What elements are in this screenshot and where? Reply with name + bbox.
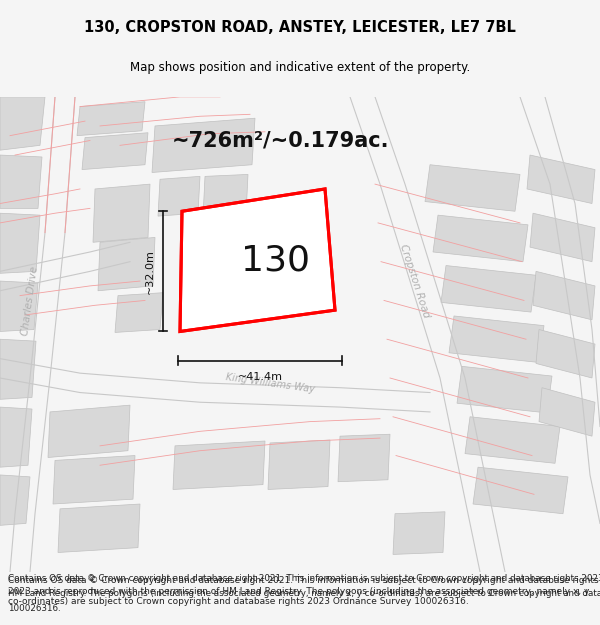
Text: Charles Drive: Charles Drive: [20, 265, 40, 336]
Polygon shape: [115, 292, 163, 332]
Polygon shape: [0, 475, 30, 526]
Text: Map shows position and indicative extent of the property.: Map shows position and indicative extent…: [130, 61, 470, 74]
Polygon shape: [180, 189, 335, 331]
Polygon shape: [393, 512, 445, 554]
Polygon shape: [158, 176, 200, 216]
Polygon shape: [268, 440, 330, 489]
Polygon shape: [82, 132, 148, 169]
Polygon shape: [473, 467, 568, 514]
Text: ~32.0m: ~32.0m: [145, 249, 155, 294]
Polygon shape: [203, 174, 248, 217]
Polygon shape: [338, 434, 390, 482]
Text: Contains OS data © Crown copyright and database right 2021. This information is : Contains OS data © Crown copyright and d…: [8, 574, 600, 582]
Polygon shape: [173, 441, 265, 489]
Polygon shape: [77, 102, 145, 136]
Text: 130, CROPSTON ROAD, ANSTEY, LEICESTER, LE7 7BL: 130, CROPSTON ROAD, ANSTEY, LEICESTER, L…: [84, 19, 516, 34]
Text: Cropston Road: Cropston Road: [398, 243, 431, 319]
Polygon shape: [449, 316, 544, 362]
Polygon shape: [48, 405, 130, 458]
Text: HM Land Registry. The polygons (including the associated geometry, namely x, y c: HM Land Registry. The polygons (includin…: [8, 589, 600, 598]
Text: King Williams Way: King Williams Way: [225, 372, 315, 394]
Polygon shape: [539, 388, 595, 436]
Polygon shape: [530, 213, 595, 262]
Polygon shape: [0, 407, 32, 467]
Text: 130: 130: [241, 244, 310, 278]
Polygon shape: [441, 266, 536, 312]
Text: ~726m²/~0.179ac.: ~726m²/~0.179ac.: [171, 131, 389, 151]
Polygon shape: [527, 155, 595, 204]
Polygon shape: [0, 281, 38, 331]
Polygon shape: [457, 366, 552, 413]
Polygon shape: [0, 155, 42, 208]
Polygon shape: [425, 165, 520, 211]
Polygon shape: [53, 456, 135, 504]
Text: ~41.4m: ~41.4m: [238, 372, 283, 382]
Polygon shape: [98, 238, 155, 291]
Polygon shape: [0, 213, 40, 273]
Polygon shape: [465, 417, 560, 463]
Polygon shape: [93, 184, 150, 242]
Polygon shape: [58, 504, 140, 552]
Text: 100026316.: 100026316.: [8, 604, 61, 613]
Polygon shape: [536, 329, 595, 378]
Polygon shape: [0, 339, 36, 399]
Polygon shape: [152, 118, 255, 172]
Text: Contains OS data © Crown copyright and database right 2021. This information is : Contains OS data © Crown copyright and d…: [8, 576, 598, 606]
Polygon shape: [433, 215, 528, 262]
Polygon shape: [533, 271, 595, 320]
Polygon shape: [0, 97, 45, 150]
